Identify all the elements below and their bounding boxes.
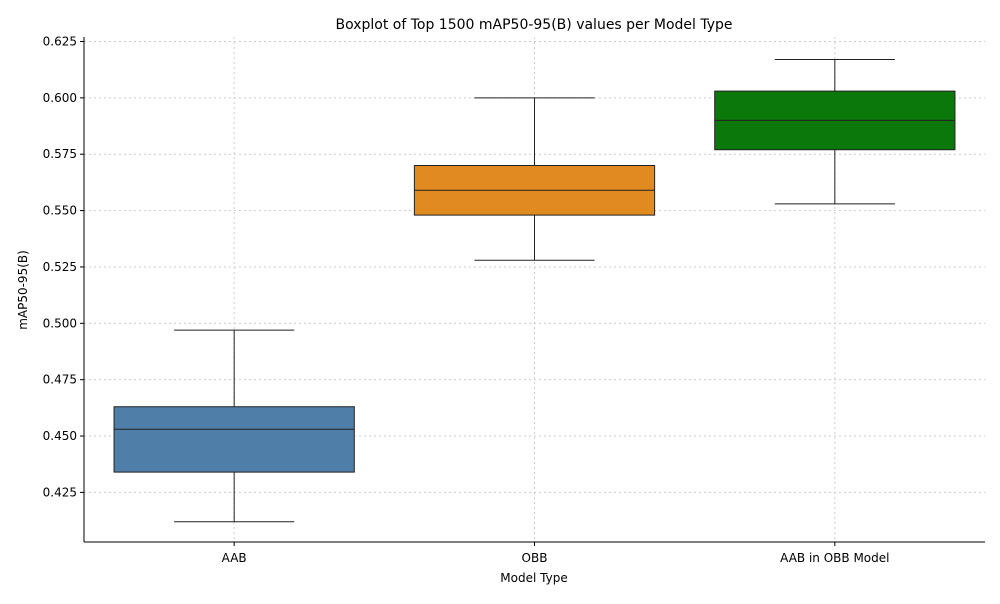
- iqr-box: [113, 406, 355, 473]
- x-tick-label: OBB: [522, 551, 548, 565]
- y-tick-label: 0.575: [43, 147, 77, 161]
- box-aab: [113, 329, 355, 523]
- x-tick-label: AAB in OBB Model: [780, 551, 889, 565]
- y-tick-label: 0.450: [43, 429, 77, 443]
- box-obb: [413, 97, 656, 261]
- boxes: [113, 59, 956, 523]
- y-tick-label: 0.550: [43, 204, 77, 218]
- y-tick-label: 0.525: [43, 260, 77, 274]
- y-axis-label: mAP50-95(B): [16, 250, 30, 330]
- x-tick-label: AAB: [222, 551, 247, 565]
- ticks: 0.425 0.450 0.475 0.500 0.525 0.550 0.575 0.600…: [43, 35, 890, 565]
- y-tick-label: 0.500: [43, 316, 77, 330]
- y-tick-label: 0.600: [43, 91, 77, 105]
- y-tick-label: 0.475: [43, 373, 77, 387]
- y-tick-label: 0.625: [43, 35, 77, 49]
- x-axis-label: Model Type: [500, 571, 567, 585]
- chart-title: Boxplot of Top 1500 mAP50-95(B) values p…: [335, 17, 732, 33]
- box-aab-in-obb-model: [714, 59, 956, 205]
- y-tick-label: 0.425: [43, 485, 77, 499]
